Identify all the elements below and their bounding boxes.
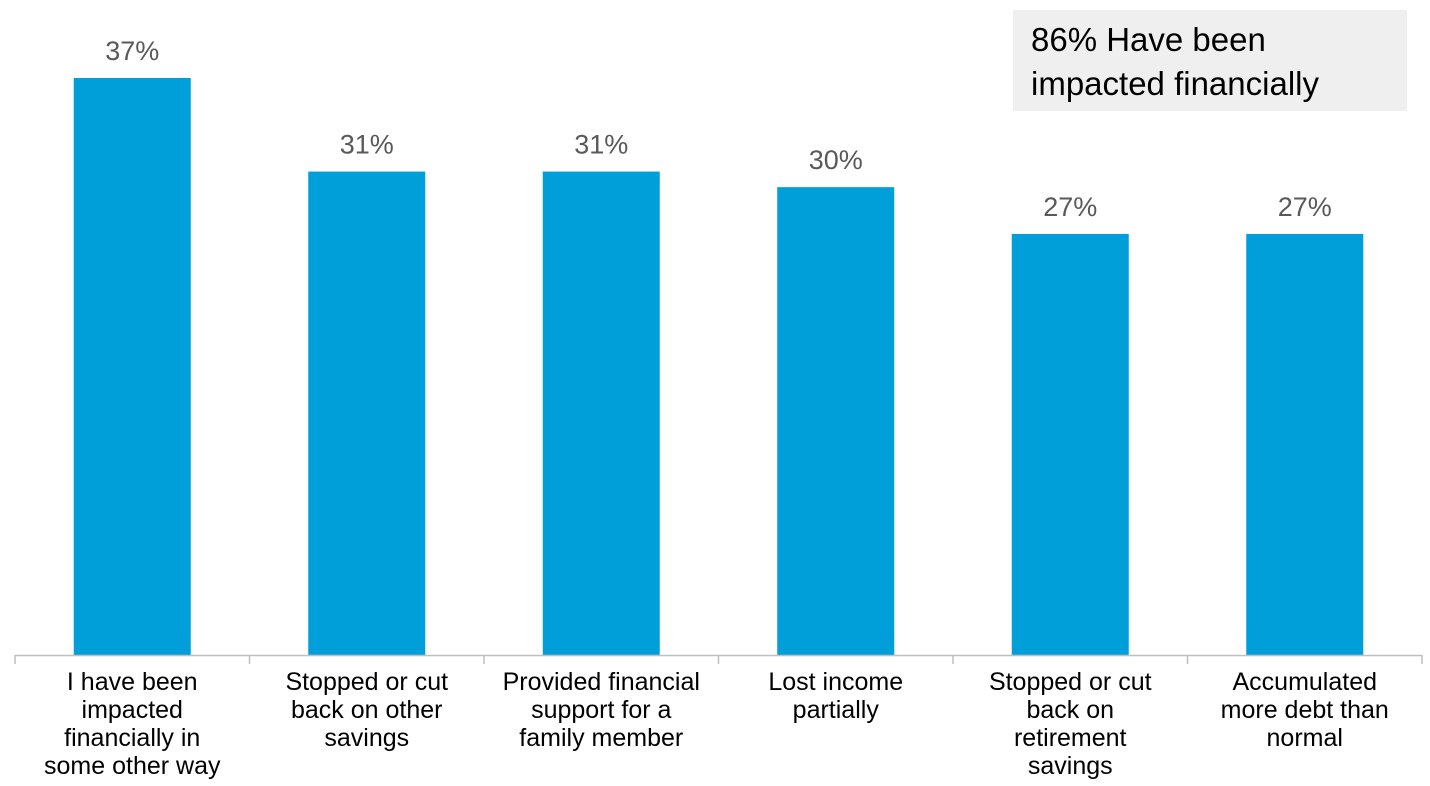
category-label: retirement (1014, 724, 1127, 752)
category-label: impacted (82, 696, 183, 724)
callout-line-2: impacted financially (1031, 65, 1319, 102)
x-ticks-group (14, 655, 1423, 664)
category-label: Accumulated (1232, 668, 1377, 696)
category-label: support for a (531, 696, 671, 724)
callout-line-1: 86% Have been (1031, 21, 1266, 58)
value-label: 31% (574, 130, 628, 160)
category-label: back on other (291, 696, 443, 724)
category-label: financially in (64, 724, 200, 752)
category-label: Lost income (768, 668, 903, 696)
category-label: I have been (67, 668, 198, 696)
bar (73, 78, 191, 655)
value-labels-group: 37% 31% 31% 30% 27% 27% (105, 36, 1332, 222)
bar (777, 187, 895, 655)
category-label: normal (1267, 724, 1343, 752)
category-label: savings (324, 724, 409, 752)
value-label: 31% (340, 130, 394, 160)
value-label: 30% (809, 145, 863, 175)
category-label: some other way (44, 752, 221, 780)
callout-box: 86% Have been impacted financially (1013, 10, 1407, 111)
value-label: 27% (1278, 192, 1332, 222)
bar (1246, 233, 1364, 655)
category-label: partially (793, 696, 880, 724)
category-label: Stopped or cut (285, 668, 448, 696)
bar (308, 171, 426, 655)
value-label: 27% (1043, 192, 1097, 222)
bar (542, 171, 660, 655)
category-label: back on (1026, 696, 1114, 724)
category-label: Stopped or cut (989, 668, 1152, 696)
bars-group (73, 78, 1364, 655)
category-label: savings (1028, 752, 1113, 780)
category-label: Provided financial (503, 668, 700, 696)
value-label: 37% (105, 36, 159, 66)
category-label: more debt than (1221, 696, 1389, 724)
bar (1011, 233, 1129, 655)
category-label: family member (519, 724, 683, 752)
